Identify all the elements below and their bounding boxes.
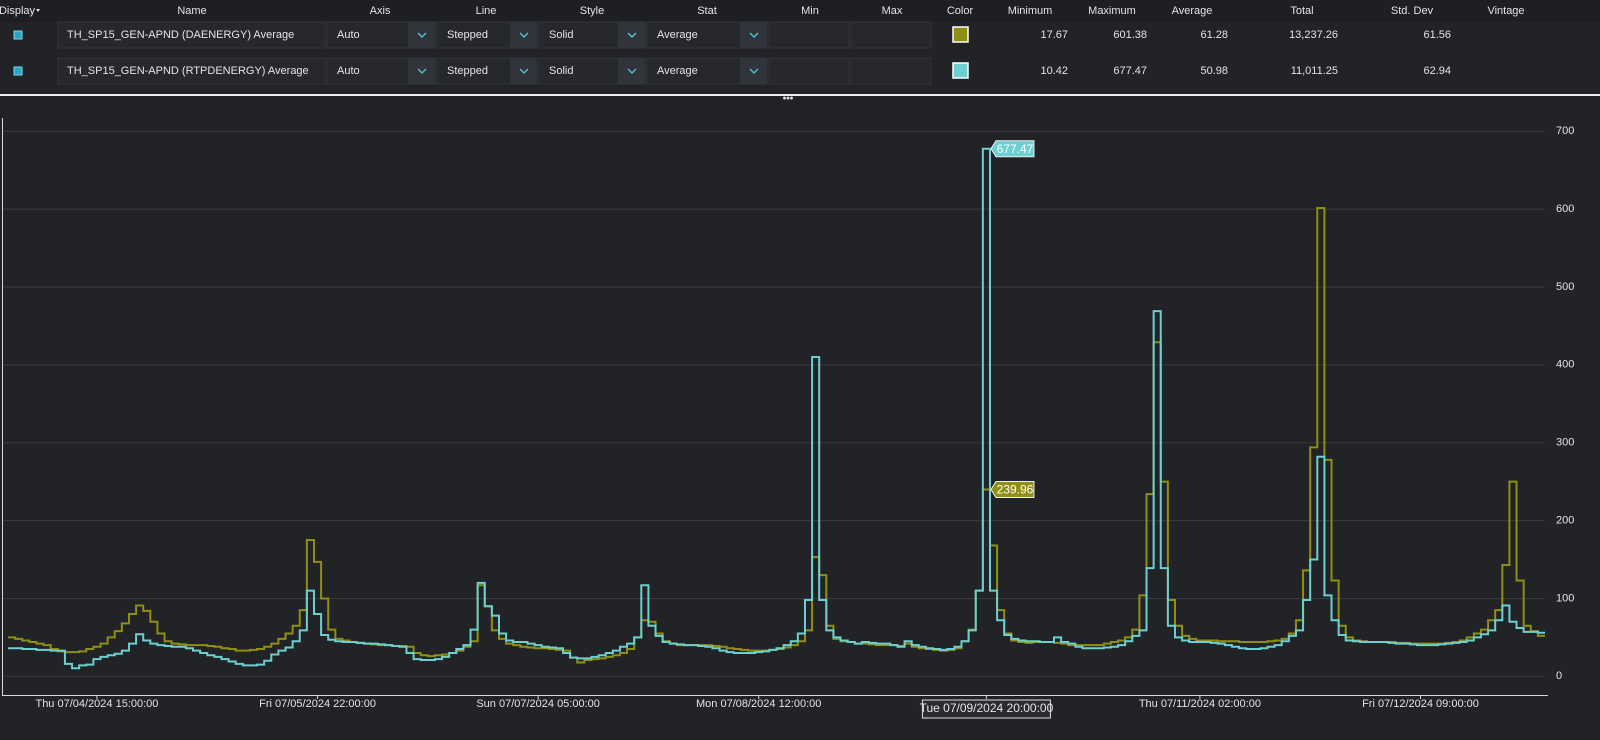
- min-input[interactable]: [768, 21, 850, 49]
- style-select: Solid: [549, 29, 573, 41]
- color-swatch[interactable]: [952, 62, 969, 79]
- axis-select-button[interactable]: [408, 22, 435, 48]
- sort-arrow[interactable]: [36, 9, 40, 12]
- x-tick-label: Thu 07/11/2024 02:00:00: [1139, 698, 1261, 710]
- column-header[interactable]: Maximum: [1088, 5, 1136, 17]
- y-tick-label: 500: [1556, 281, 1574, 293]
- stat-maximum: 677.47: [1113, 65, 1147, 77]
- y-axis-left: [2, 118, 3, 695]
- stat-total: 13,237.26: [1289, 29, 1338, 41]
- style-select-chevron: [627, 32, 637, 38]
- y-tick-label: 300: [1556, 437, 1574, 449]
- min-input[interactable]: [768, 57, 850, 85]
- column-header[interactable]: Max: [882, 5, 903, 17]
- splitter-handle[interactable]: •••: [783, 94, 794, 105]
- column-header[interactable]: Average: [1172, 5, 1213, 17]
- tooltip-value: 677.47: [997, 142, 1034, 156]
- axis-select: Auto: [337, 65, 360, 77]
- x-tick-label: Fri 07/12/2024 09:00:00: [1362, 698, 1479, 710]
- stat-minimum: 17.67: [1040, 29, 1068, 41]
- column-header[interactable]: Line: [476, 5, 497, 17]
- stat-maximum: 601.38: [1113, 29, 1147, 41]
- stat-select-chevron: [749, 32, 759, 38]
- splitter[interactable]: [0, 94, 1600, 96]
- y-tick-label: 700: [1556, 125, 1574, 137]
- stat-select-button[interactable]: [740, 58, 767, 84]
- style-select-button[interactable]: [618, 58, 645, 84]
- line-select-chevron: [519, 32, 529, 38]
- table-header: [0, 0, 1600, 22]
- stat-std-dev: 62.94: [1423, 65, 1451, 77]
- y-tick-label: 0: [1556, 670, 1562, 682]
- x-tick-label: Sun 07/07/2024 05:00:00: [476, 698, 600, 710]
- column-header[interactable]: Total: [1290, 5, 1313, 17]
- color-swatch[interactable]: [952, 26, 969, 43]
- x-tick-label: Fri 07/05/2024 22:00:00: [259, 698, 376, 710]
- line-select-button[interactable]: [510, 22, 537, 48]
- axis-select-chevron: [417, 68, 427, 74]
- series-name: TH_SP15_GEN-APND (DAENERGY) Average: [67, 29, 294, 41]
- tooltip-box: [990, 480, 1035, 498]
- series-name: TH_SP15_GEN-APND (RTPDENERGY) Average: [67, 65, 309, 77]
- name-box[interactable]: [57, 21, 326, 49]
- column-header[interactable]: Min: [801, 5, 819, 17]
- series-line: [8, 147, 1545, 670]
- line-select-button[interactable]: [510, 58, 537, 84]
- line-select: Stepped: [447, 29, 488, 41]
- name-box[interactable]: [57, 57, 326, 85]
- axis-select-button[interactable]: [408, 58, 435, 84]
- column-header[interactable]: Axis: [370, 5, 391, 17]
- column-header[interactable]: Minimum: [1008, 5, 1053, 17]
- x-tick-label: Mon 07/08/2024 12:00:00: [696, 698, 821, 710]
- y-tick-label: 200: [1556, 514, 1574, 526]
- column-header[interactable]: Vintage: [1487, 5, 1524, 17]
- column-header[interactable]: Style: [580, 5, 604, 17]
- stat-average: 61.28: [1200, 29, 1228, 41]
- stat-std-dev: 61.56: [1423, 29, 1451, 41]
- series-line: [8, 207, 1545, 664]
- x-tick-label: Thu 07/04/2024 15:00:00: [35, 698, 158, 710]
- y-tick-label: 100: [1556, 592, 1574, 604]
- stat-average: 50.98: [1200, 65, 1228, 77]
- stat-select-button[interactable]: [740, 22, 767, 48]
- style-select: Solid: [549, 65, 573, 77]
- y-tick-label: 400: [1556, 359, 1574, 371]
- column-header[interactable]: Display: [0, 5, 36, 17]
- crosshair-label-box: [921, 699, 1051, 719]
- axis-select-chevron: [417, 32, 427, 38]
- stat-total: 11,011.25: [1291, 65, 1338, 77]
- stat-select: Average: [657, 65, 698, 77]
- axis-select: Auto: [337, 29, 360, 41]
- style-select-chevron: [627, 68, 637, 74]
- display-toggle[interactable]: [13, 66, 23, 76]
- column-header[interactable]: Color: [947, 5, 974, 17]
- stat-select-chevron: [749, 68, 759, 74]
- y-tick-label: 600: [1556, 203, 1574, 215]
- x-axis: [2, 695, 1548, 696]
- stat-select: Average: [657, 29, 698, 41]
- column-header[interactable]: Stat: [697, 5, 717, 17]
- tooltip-box: [990, 140, 1035, 158]
- column-header[interactable]: Std. Dev: [1391, 5, 1434, 17]
- crosshair-label: Tue 07/09/2024 20:00:00: [920, 701, 1054, 715]
- style-select-button[interactable]: [618, 22, 645, 48]
- line-select-chevron: [519, 68, 529, 74]
- display-toggle[interactable]: [13, 30, 23, 40]
- column-header[interactable]: Name: [177, 5, 206, 17]
- max-input[interactable]: [850, 21, 932, 49]
- stat-minimum: 10.42: [1040, 65, 1068, 77]
- max-input[interactable]: [850, 57, 932, 85]
- tooltip-value: 239.96: [997, 483, 1034, 497]
- line-select: Stepped: [447, 65, 488, 77]
